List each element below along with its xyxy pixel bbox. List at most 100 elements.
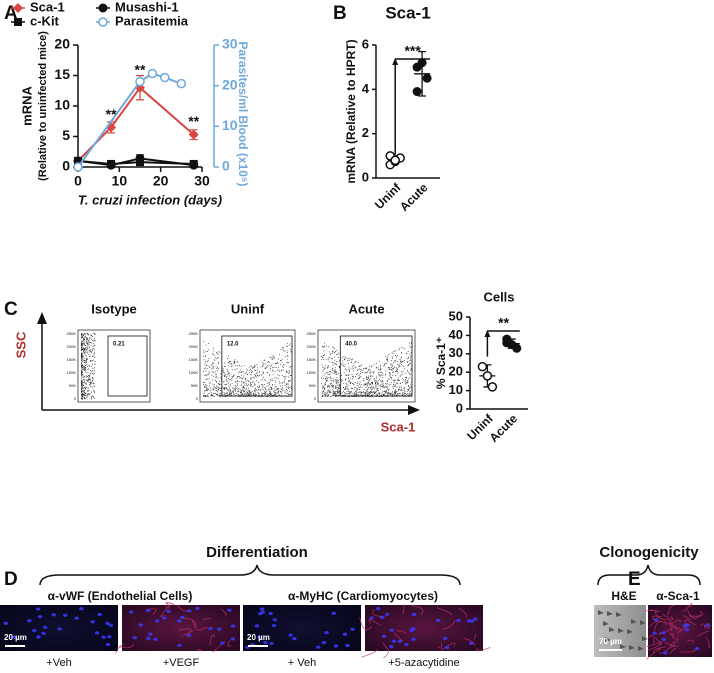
event	[212, 363, 213, 365]
gate	[107, 335, 148, 397]
event	[82, 336, 84, 338]
event	[81, 381, 82, 383]
event	[407, 357, 409, 359]
event	[398, 388, 400, 390]
event	[345, 374, 347, 376]
event	[85, 371, 87, 373]
brace	[39, 564, 461, 586]
legend-entry: Sca-1	[30, 0, 65, 14]
event	[333, 392, 335, 394]
event	[328, 351, 330, 353]
event	[93, 373, 95, 375]
event	[405, 376, 406, 378]
event	[271, 379, 273, 381]
nucleus	[391, 639, 397, 643]
event	[348, 374, 350, 376]
event	[258, 395, 260, 396]
event	[239, 371, 240, 373]
event	[284, 378, 285, 380]
event	[248, 383, 249, 385]
event	[270, 367, 272, 369]
event	[218, 362, 219, 364]
y-tick-label: 4	[362, 81, 370, 96]
event	[223, 392, 225, 394]
event	[287, 362, 289, 364]
event	[250, 377, 252, 379]
event	[90, 383, 91, 385]
event	[365, 386, 367, 388]
event	[386, 385, 388, 387]
event	[378, 385, 380, 387]
event	[82, 384, 83, 386]
event	[209, 382, 211, 384]
event	[377, 367, 379, 369]
event	[277, 374, 279, 376]
event	[396, 394, 398, 396]
event	[345, 379, 347, 381]
event	[281, 358, 283, 360]
event	[395, 359, 396, 361]
event	[321, 355, 322, 357]
fiber	[654, 637, 662, 646]
event	[94, 397, 96, 399]
event	[81, 373, 83, 375]
event	[408, 342, 410, 344]
event	[271, 384, 273, 385]
event	[272, 394, 274, 396]
event	[337, 392, 339, 394]
event	[82, 358, 84, 360]
event	[335, 371, 337, 373]
event	[409, 357, 411, 359]
event	[250, 366, 252, 367]
nucleus	[138, 623, 144, 627]
y-axis-label: (Relative to uninfected mice)	[37, 31, 49, 181]
event	[216, 368, 218, 369]
event	[81, 358, 83, 360]
flow-tick: 200K	[67, 344, 77, 349]
event	[375, 384, 376, 386]
event	[376, 385, 378, 387]
event	[223, 387, 225, 389]
event	[218, 368, 219, 370]
event	[92, 363, 93, 365]
event	[223, 387, 224, 389]
fiber	[684, 619, 696, 626]
event	[397, 364, 399, 365]
event	[252, 394, 254, 396]
event	[88, 340, 90, 341]
event	[255, 394, 256, 396]
data-point	[487, 382, 498, 392]
event	[216, 395, 218, 396]
event	[368, 378, 369, 379]
event	[271, 363, 273, 365]
event	[345, 369, 347, 371]
event	[81, 336, 83, 338]
event	[324, 384, 326, 386]
event	[359, 383, 360, 385]
event	[234, 359, 236, 361]
event	[400, 356, 402, 358]
event	[286, 386, 287, 388]
event	[396, 391, 398, 392]
event	[397, 372, 399, 374]
event	[334, 356, 335, 358]
event	[218, 387, 220, 389]
event	[224, 366, 226, 368]
event	[241, 392, 242, 394]
event	[238, 394, 240, 396]
event	[328, 374, 330, 376]
event	[81, 352, 83, 354]
event	[358, 366, 360, 367]
event	[405, 372, 407, 374]
event	[246, 391, 248, 393]
event	[285, 377, 286, 379]
flow-tick: 100K	[67, 370, 77, 375]
nucleus	[411, 612, 417, 617]
event	[88, 347, 90, 349]
event	[405, 393, 406, 394]
event	[90, 397, 92, 399]
event	[332, 395, 334, 397]
event	[363, 380, 365, 382]
event	[280, 360, 282, 361]
event	[203, 395, 204, 396]
